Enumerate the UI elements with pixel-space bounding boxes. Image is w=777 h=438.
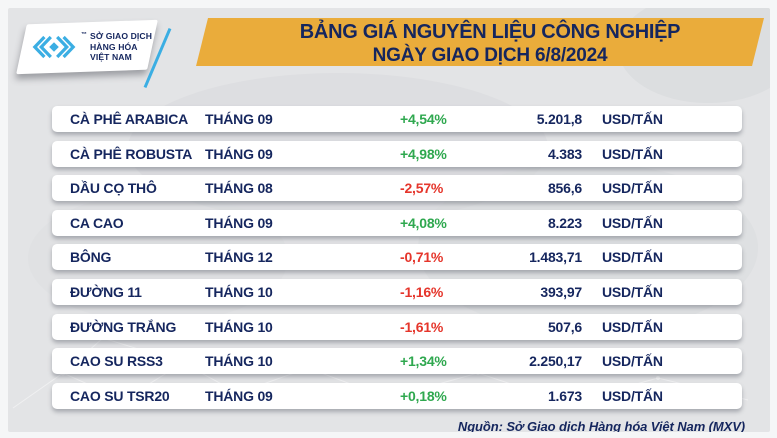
page-title-line1: BẢNG GIÁ NGUYÊN LIỆU CÔNG NGHIỆP	[299, 21, 681, 43]
contract-month: THÁNG 12	[205, 249, 273, 266]
price-value: 507,6	[547, 318, 582, 335]
price-unit: USD/TẤN	[602, 283, 663, 300]
price-value: 2.250,17	[529, 353, 582, 370]
commodity-name: DẦU CỌ THÔ	[70, 180, 157, 197]
trademark-symbol: ™	[81, 32, 87, 38]
table-row: CÀ PHÊ ROBUSTA THÁNG 09 +4,98% 4.383 USD…	[52, 140, 742, 167]
percent-change: +0,18%	[400, 387, 447, 404]
price-unit: USD/TẤN	[602, 249, 663, 266]
commodity-name: ĐƯỜNG TRẮNG	[70, 318, 177, 335]
price-value: 856,6	[547, 180, 582, 197]
commodity-name: CÀ PHÊ ARABICA	[70, 111, 189, 127]
percent-change: -1,16%	[400, 283, 444, 300]
mxv-logo: ™ SỞ GIAO DỊCH HÀNG HÓA VIỆT NAM	[16, 19, 172, 89]
price-unit: USD/TẤN	[602, 180, 663, 197]
contract-month: THÁNG 09	[205, 387, 273, 404]
table-row: BÔNG THÁNG 12 -0,71% 1.483,71 USD/TẤN	[52, 244, 742, 271]
contract-month: THÁNG 10	[205, 353, 273, 370]
price-unit: USD/TẤN	[602, 318, 663, 335]
table-row: CAO SU RSS3 THÁNG 10 +1,34% 2.250,17 USD…	[52, 348, 742, 375]
table-row: CÀ PHÊ ARABICA THÁNG 09 +4,54% 5.201,8 U…	[52, 106, 742, 132]
percent-change: +1,34%	[400, 353, 447, 370]
page-title: BẢNG GIÁ NGUYÊN LIỆU CÔNG NGHIỆP NGÀY GI…	[220, 21, 760, 67]
price-unit: USD/TẤN	[602, 387, 663, 404]
contract-month: THÁNG 09	[205, 145, 273, 162]
table-row: CAO SU TSR20 THÁNG 09 +0,18% 1.673 USD/T…	[52, 382, 742, 409]
percent-change: +4,54%	[400, 111, 447, 127]
contract-month: THÁNG 10	[205, 318, 273, 335]
contract-month: THÁNG 08	[205, 180, 273, 197]
commodity-name: CAO SU TSR20	[70, 387, 170, 404]
price-value: 393,97	[540, 283, 582, 300]
contract-month: THÁNG 09	[205, 111, 273, 127]
price-value: 5.201,8	[536, 111, 583, 127]
price-value: 1.483,71	[529, 249, 582, 266]
mxv-chevron-icon	[32, 35, 76, 59]
contract-month: THÁNG 10	[205, 283, 273, 300]
commodity-name: BÔNG	[70, 249, 112, 266]
logo-line2: HÀNG HÓA	[90, 41, 138, 52]
price-unit: USD/TẤN	[602, 145, 663, 162]
contract-month: THÁNG 09	[205, 214, 273, 231]
page-title-line2: NGÀY GIAO DỊCH 6/8/2024	[372, 45, 608, 66]
table-row: ĐƯỜNG TRẮNG THÁNG 10 -1,61% 507,6 USD/TẤ…	[52, 313, 742, 340]
percent-change: -0,71%	[400, 249, 444, 266]
logo-line3: VIỆT NAM	[90, 52, 132, 63]
percent-change: +4,98%	[400, 145, 447, 162]
logo-line1: SỞ GIAO DỊCH	[90, 31, 153, 42]
logo-wordmark: SỞ GIAO DỊCH HÀNG HÓA VIỆT NAM	[90, 31, 152, 62]
commodity-name: CAO SU RSS3	[70, 353, 163, 370]
commodity-name: CA CAO	[70, 214, 124, 231]
background-panel: BẢNG GIÁ NGUYÊN LIỆU CÔNG NGHIỆP NGÀY GI…	[8, 8, 770, 432]
source-caption: Nguồn: Sở Giao dịch Hàng hóa Việt Nam (M…	[457, 419, 745, 432]
percent-change: +4,08%	[400, 214, 447, 231]
commodity-name: CÀ PHÊ ROBUSTA	[70, 145, 193, 162]
table-row: ĐƯỜNG 11 THÁNG 10 -1,16% 393,97 USD/TẤN	[52, 278, 742, 305]
percent-change: -2,57%	[400, 180, 444, 197]
price-value: 1.673	[547, 387, 582, 404]
price-unit: USD/TẤN	[602, 111, 663, 127]
price-unit: USD/TẤN	[602, 214, 663, 231]
price-value: 4.383	[547, 145, 582, 162]
price-value: 8.223	[547, 214, 582, 231]
table-row: DẦU CỌ THÔ THÁNG 08 -2,57% 856,6 USD/TẤN	[52, 175, 742, 202]
table-row: CA CAO THÁNG 09 +4,08% 8.223 USD/TẤN	[52, 209, 742, 236]
commodity-name: ĐƯỜNG 11	[70, 283, 142, 300]
price-unit: USD/TẤN	[602, 353, 663, 370]
percent-change: -1,61%	[400, 318, 444, 335]
price-table: CÀ PHÊ ARABICA THÁNG 09 +4,54% 5.201,8 U…	[52, 106, 742, 409]
